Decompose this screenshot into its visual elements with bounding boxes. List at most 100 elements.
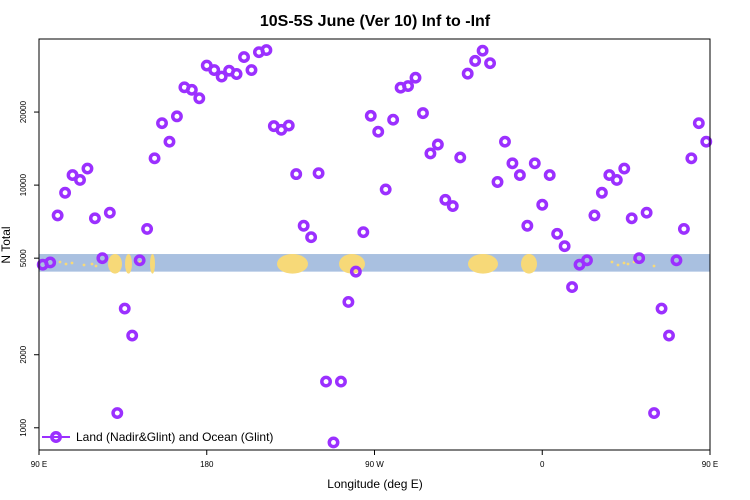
land-ocean-band	[39, 254, 710, 274]
data-point	[692, 117, 705, 130]
data-point	[312, 167, 325, 180]
data-point	[625, 212, 638, 225]
data-point	[469, 54, 482, 67]
data-point	[439, 193, 452, 206]
y-tick-label: 5000	[19, 249, 28, 267]
data-point	[581, 254, 593, 267]
data-point	[185, 83, 198, 96]
data-point	[297, 219, 310, 232]
x-axis: 90 E 180 90 W 0 90 E	[31, 450, 718, 469]
data-point	[417, 107, 429, 120]
island	[616, 263, 620, 267]
land-patch	[521, 254, 537, 274]
data-point	[588, 209, 601, 222]
data-point	[96, 252, 109, 265]
data-point	[513, 169, 526, 182]
data-point	[372, 125, 385, 138]
data-point	[148, 152, 161, 165]
data-point	[342, 296, 355, 308]
legend: Land (Nadir&Glint) and Ocean (Glint)	[42, 430, 273, 444]
data-point	[215, 70, 228, 83]
data-point	[402, 80, 414, 92]
data-point	[357, 226, 370, 239]
data-point	[685, 152, 698, 165]
y-tick-label: 2000	[19, 345, 28, 363]
data-point	[446, 200, 459, 212]
data-point	[208, 64, 221, 76]
x-axis-label: Longitude (deg E)	[327, 477, 422, 491]
data-point	[663, 329, 675, 342]
y-axis: 1000 2000 5000 10000 20000	[19, 100, 39, 437]
data-point	[521, 219, 534, 232]
island	[626, 262, 630, 266]
y-tick-label: 10000	[19, 173, 28, 196]
data-point	[677, 222, 690, 235]
y-tick-label: 1000	[19, 418, 28, 436]
data-point	[528, 157, 541, 170]
data-point	[327, 436, 340, 449]
data-point	[81, 162, 94, 175]
chart-title: 10S-5S June (Ver 10) Inf to -Inf	[260, 13, 491, 30]
data-point	[320, 375, 332, 388]
data-point	[424, 147, 437, 160]
island	[610, 260, 614, 264]
island	[70, 261, 74, 265]
data-point	[409, 71, 422, 84]
data-point	[595, 186, 608, 199]
x-tick-label: 90 W	[365, 460, 384, 469]
data-point	[655, 302, 668, 315]
x-tick-label: 180	[200, 460, 214, 469]
land-patch	[468, 254, 498, 274]
data-point	[461, 67, 474, 80]
island	[82, 263, 86, 267]
island	[90, 262, 94, 266]
data-point	[156, 117, 168, 130]
x-tick-label: 90 E	[31, 460, 47, 469]
data-point	[282, 119, 295, 132]
data-point	[566, 281, 579, 294]
land-patch	[150, 254, 155, 274]
data-point	[230, 68, 243, 80]
data-point	[44, 256, 57, 269]
data-point	[499, 135, 511, 148]
data-point	[126, 329, 139, 342]
data-point	[335, 375, 347, 388]
data-point	[454, 151, 467, 164]
data-point	[305, 231, 318, 244]
island	[652, 264, 656, 268]
data-point	[610, 174, 623, 186]
data-point	[648, 407, 661, 420]
plot-frame	[38, 38, 711, 451]
data-point	[491, 176, 504, 188]
data-point	[51, 209, 64, 222]
data-point	[558, 240, 571, 253]
island	[58, 260, 62, 264]
land-patch	[108, 254, 122, 274]
data-point	[484, 57, 497, 70]
x-tick-label: 0	[540, 460, 545, 469]
data-point	[88, 212, 101, 225]
x-tick-label: 90 E	[702, 460, 718, 469]
data-point	[379, 183, 392, 196]
data-point	[111, 407, 124, 420]
island	[622, 261, 626, 265]
data-point	[431, 138, 444, 151]
data-point	[700, 135, 713, 148]
data-point	[543, 169, 556, 182]
legend-marker	[50, 431, 62, 443]
ocean-band	[39, 254, 710, 272]
data-point	[476, 44, 489, 57]
data-point	[245, 64, 258, 76]
data-point	[536, 198, 549, 211]
land-patch	[125, 254, 132, 274]
data-point	[59, 186, 72, 199]
data-point	[260, 44, 273, 57]
data-point	[349, 265, 362, 278]
y-axis-label: N Total	[0, 226, 13, 263]
data-point	[74, 174, 86, 186]
data-point	[551, 227, 564, 240]
data-points	[36, 44, 713, 449]
data-point	[118, 302, 131, 315]
data-point	[618, 162, 631, 175]
